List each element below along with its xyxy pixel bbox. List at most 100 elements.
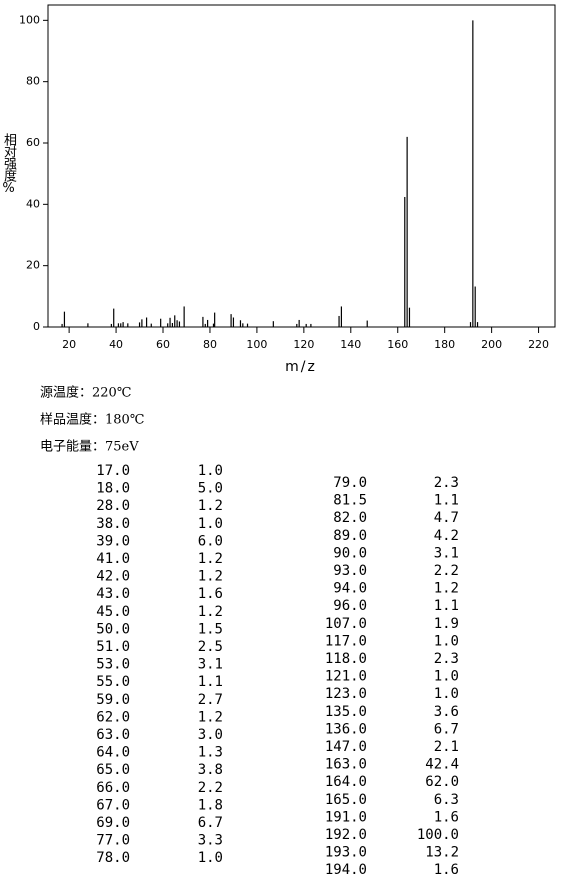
intensity-cell: 2.1 [434,739,459,755]
mz-cell: 59.0 [96,692,130,708]
intensity-cell: 3.6 [434,704,459,720]
mz-cell: 66.0 [96,780,130,796]
intensity-cell: 1.0 [198,850,223,866]
x-tick-label: 80 [203,338,217,351]
intensity-cell: 1.2 [198,551,223,567]
y-tick-label: 20 [26,259,40,272]
mz-cell: 43.0 [96,586,130,602]
intensity-cell: 6.3 [434,792,459,808]
condition: 电子能量：75eV [40,440,139,455]
mz-cell: 164.0 [325,774,367,790]
intensity-cell: 1.5 [198,621,223,637]
mz-cell: 121.0 [325,669,367,685]
intensity-cell: 2.3 [434,475,459,491]
mz-cell: 81.5 [333,493,367,509]
mz-cell: 51.0 [96,639,130,655]
intensity-cell: 1.2 [198,569,223,585]
intensity-cell: 1.2 [198,604,223,620]
mz-cell: 53.0 [96,657,130,673]
mz-cell: 45.0 [96,604,130,620]
intensity-cell: 1.2 [198,498,223,514]
y-tick-label: 60 [26,136,40,149]
intensity-cell: 1.6 [434,862,459,878]
intensity-cell: 3.1 [434,545,459,561]
mz-cell: 78.0 [96,850,130,866]
intensity-cell: 13.2 [425,845,459,861]
mz-cell: 93.0 [333,563,367,579]
x-axis-label: m/z [285,359,317,375]
intensity-cell: 3.1 [198,657,223,673]
plot-frame [47,4,556,328]
x-tick-label: 120 [293,338,314,351]
mz-cell: 64.0 [96,745,130,761]
intensity-cell: 1.8 [198,797,223,813]
y-tick-label: 40 [26,197,40,210]
intensity-cell: 1.6 [198,586,223,602]
intensity-cell: 3.8 [198,762,223,778]
mz-cell: 17.0 [96,463,130,479]
mz-cell: 165.0 [325,792,367,808]
mz-cell: 69.0 [96,815,130,831]
intensity-cell: 6.7 [198,815,223,831]
intensity-cell: 1.1 [434,598,459,614]
mz-cell: 94.0 [333,581,367,597]
intensity-cell: 1.0 [198,463,223,479]
intensity-cell: 1.0 [434,669,459,685]
mz-cell: 50.0 [96,621,130,637]
intensity-cell: 2.7 [198,692,223,708]
mz-cell: 191.0 [325,809,367,825]
x-tick-label: 100 [246,338,267,351]
mz-cell: 107.0 [325,616,367,632]
mz-cell: 194.0 [325,862,367,878]
y-tick-label: 100 [19,13,40,26]
intensity-cell: 2.3 [434,651,459,667]
intensity-cell: 42.4 [425,757,459,773]
y-tick-label: 80 [26,75,40,88]
mz-cell: 192.0 [325,827,367,843]
intensity-cell: 1.2 [434,581,459,597]
intensity-cell: 1.0 [434,633,459,649]
mz-cell: 39.0 [96,533,130,549]
mz-cell: 147.0 [325,739,367,755]
x-tick-label: 220 [528,338,549,351]
x-tick-label: 60 [156,338,170,351]
intensity-cell: 2.2 [434,563,459,579]
mz-cell: 82.0 [333,510,367,526]
mz-cell: 28.0 [96,498,130,514]
intensity-cell: 2.2 [198,780,223,796]
x-tick-label: 200 [481,338,502,351]
condition: 样品温度：180℃ [40,412,144,428]
mz-cell: 42.0 [96,569,130,585]
intensity-cell: 1.0 [198,516,223,532]
intensity-cell: 1.6 [434,809,459,825]
mz-cell: 89.0 [333,528,367,544]
intensity-cell: 6.0 [198,533,223,549]
mz-cell: 90.0 [333,545,367,561]
mz-cell: 117.0 [325,633,367,649]
mz-cell: 65.0 [96,762,130,778]
mz-cell: 163.0 [325,757,367,773]
mz-cell: 62.0 [96,709,130,725]
mz-cell: 136.0 [325,721,367,737]
x-tick-label: 160 [387,338,408,351]
mz-cell: 79.0 [333,475,367,491]
intensity-cell: 1.2 [198,709,223,725]
intensity-cell: 2.5 [198,639,223,655]
intensity-cell: 5.0 [198,481,223,497]
condition: 源温度：220℃ [40,385,131,401]
intensity-cell: 6.7 [434,721,459,737]
mz-cell: 135.0 [325,704,367,720]
intensity-cell: 4.7 [434,510,459,526]
mz-cell: 38.0 [96,516,130,532]
mz-cell: 55.0 [96,674,130,690]
intensity-cell: 1.0 [434,686,459,702]
mz-cell: 118.0 [325,651,367,667]
mz-cell: 77.0 [96,833,130,849]
x-tick-label: 20 [62,338,76,351]
x-tick-label: 140 [340,338,361,351]
mz-cell: 96.0 [333,598,367,614]
y-axis-label: 相对强度% [1,133,16,195]
x-tick-label: 40 [109,338,123,351]
intensity-cell: 1.9 [434,616,459,632]
